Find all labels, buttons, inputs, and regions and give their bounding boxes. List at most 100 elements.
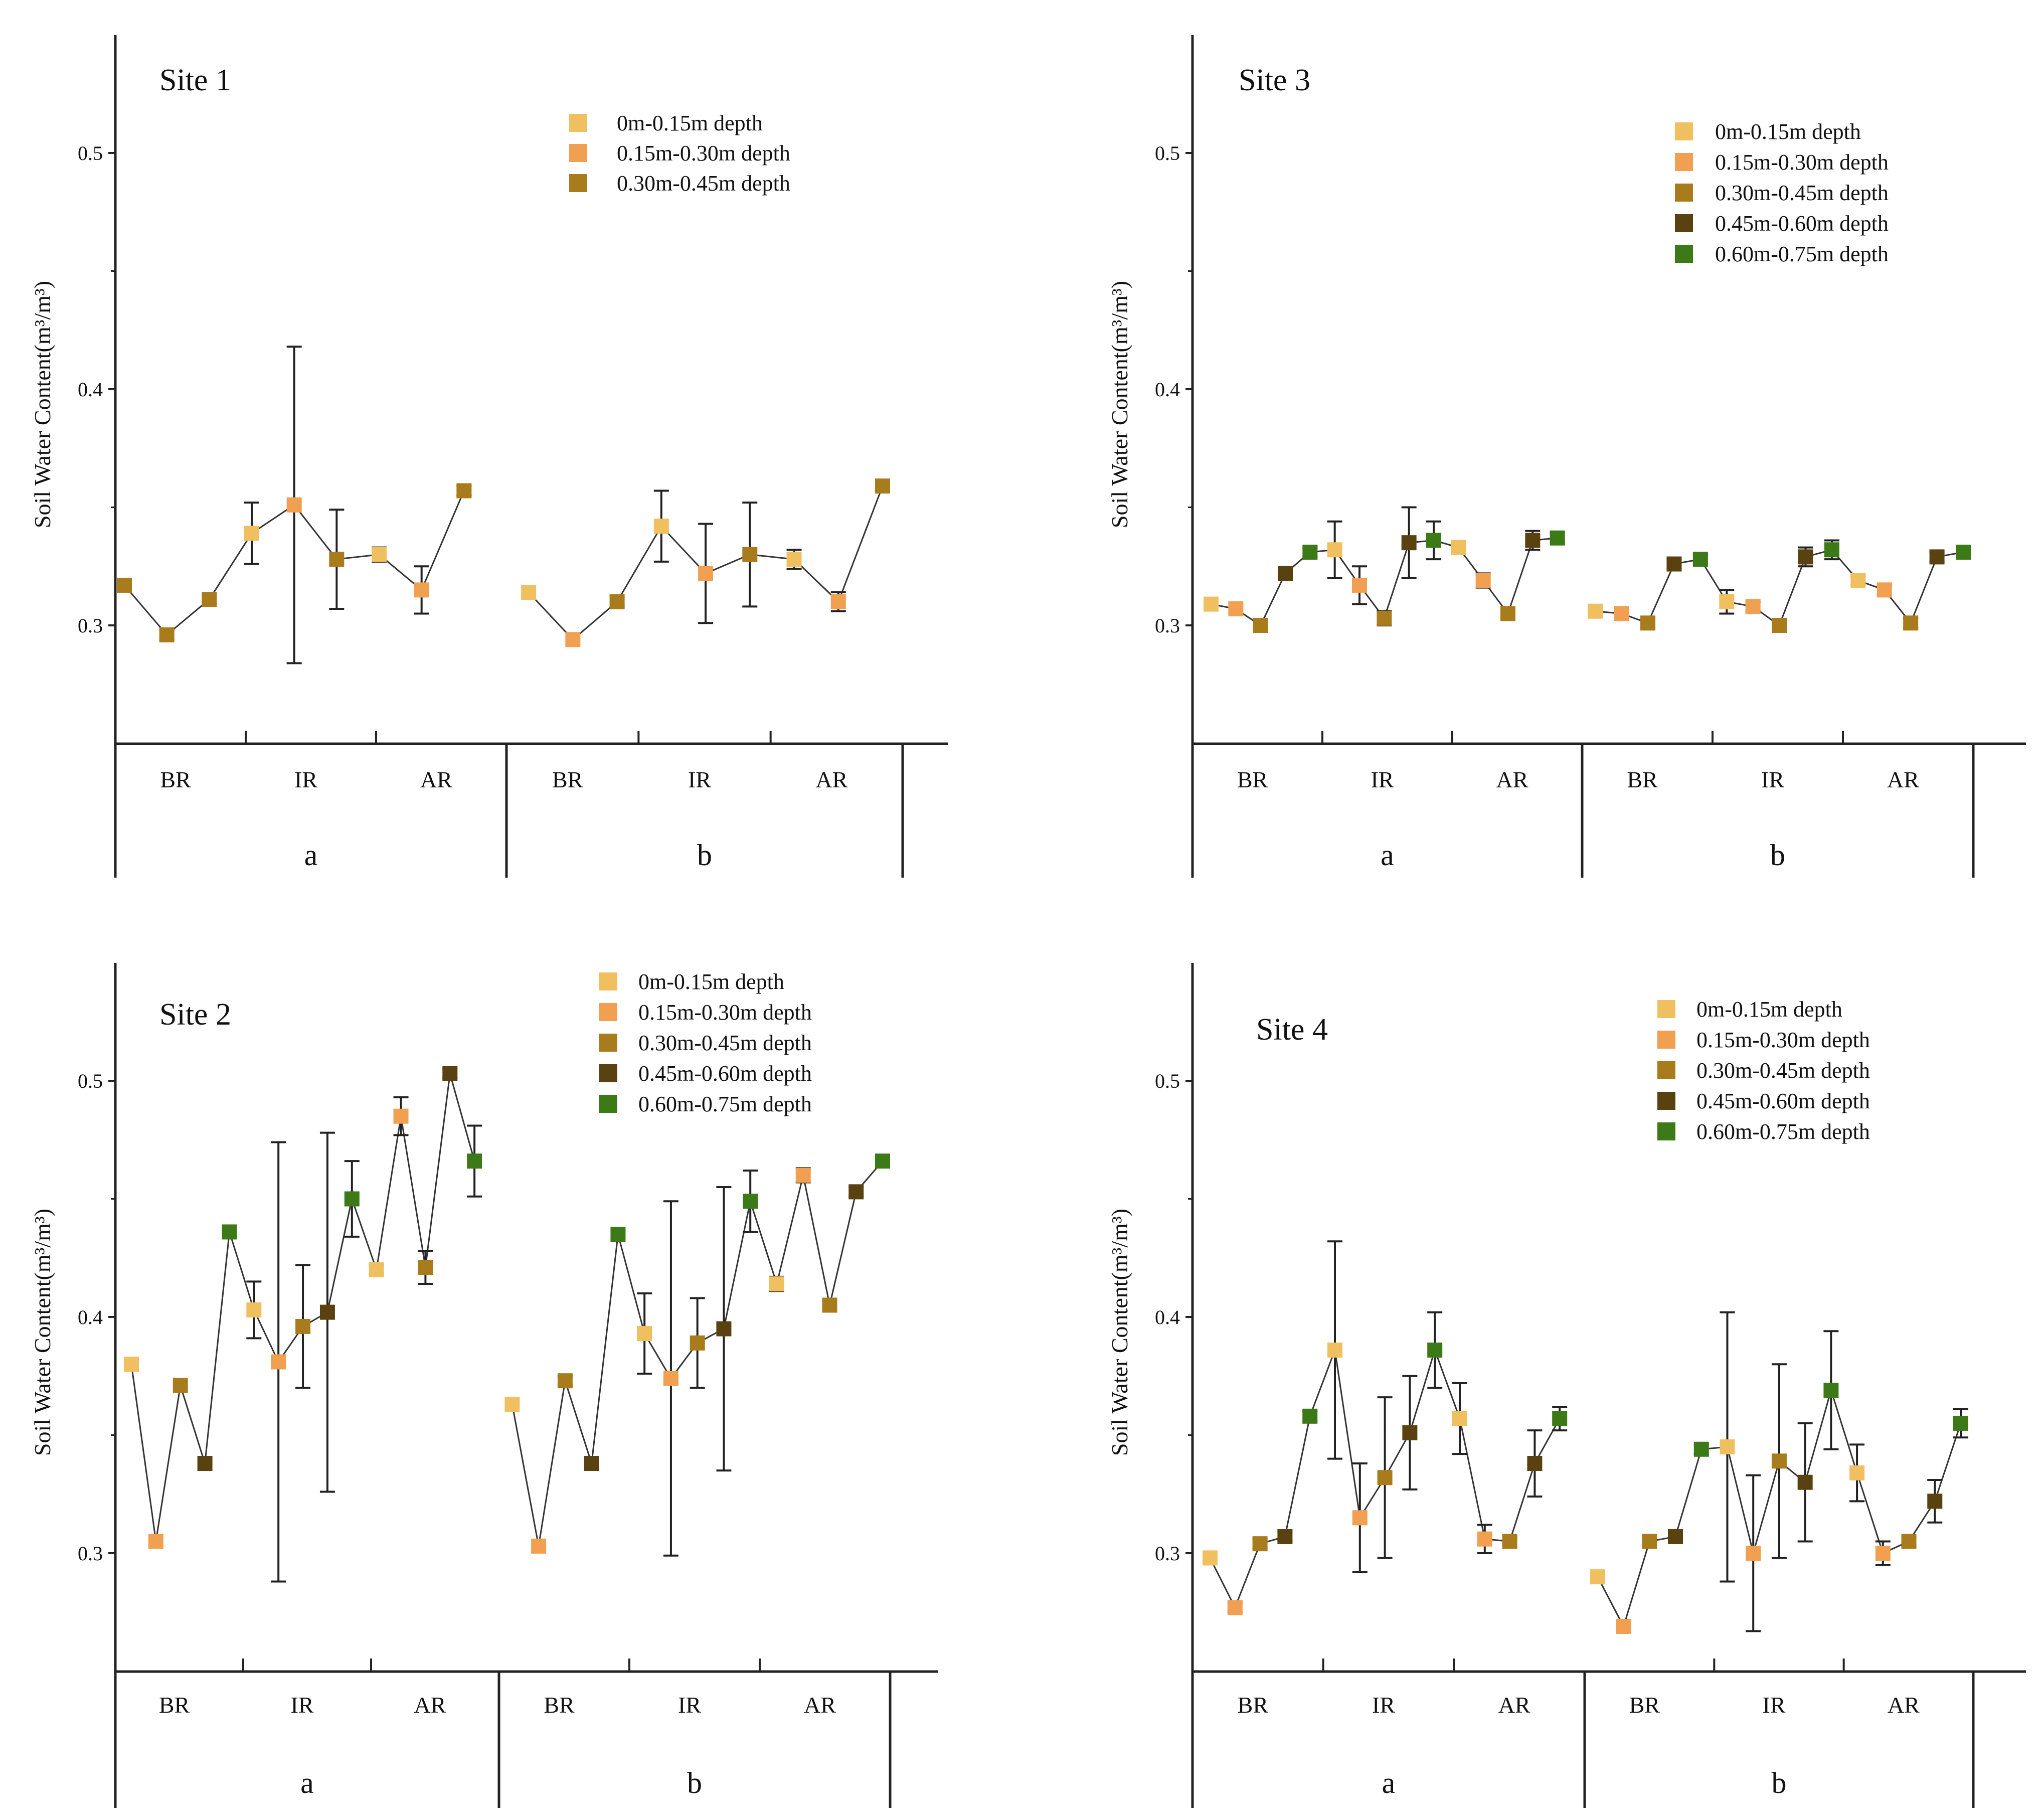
chart-panel-3: 0.3 0.4 0.5 Soil Water Content(m³/m³) BR IR AR… — [30, 963, 938, 1808]
data-point — [1953, 1415, 1968, 1431]
data-point — [1590, 1569, 1605, 1585]
data-point — [393, 1108, 409, 1124]
group-label: BR — [1237, 767, 1268, 792]
y-tick-label: 0.5 — [1155, 1070, 1180, 1092]
data-point — [148, 1534, 163, 1549]
data-point — [557, 1373, 573, 1389]
legend-label: 0.30m-0.45m depth — [1696, 1058, 1870, 1083]
legend-label: 0.30m-0.45m depth — [617, 171, 790, 196]
data-point — [1745, 599, 1761, 614]
legend-label: 0.45m-0.60m depth — [1715, 211, 1889, 236]
legend-label: 0m-0.15m depth — [1696, 997, 1842, 1022]
group-label: IR — [688, 767, 711, 792]
data-point — [1203, 1550, 1218, 1566]
y-axis-label: Soil Water Content(m³/m³) — [30, 1209, 55, 1456]
data-point — [1616, 1619, 1631, 1634]
chart-panel-1: 0.3 0.4 0.5 Soil Water Content(m³/m³) BR IR AR… — [30, 35, 948, 878]
legend-label: 0.60m-0.75m depth — [1715, 242, 1889, 266]
legend-label: 0.30m-0.45m depth — [638, 1031, 812, 1055]
group-label: BR — [552, 767, 583, 792]
legend-label: 0.15m-0.30m depth — [617, 141, 790, 166]
data-point — [329, 552, 345, 567]
data-point — [1927, 1494, 1943, 1509]
data-point — [202, 592, 217, 607]
data-point — [1452, 1411, 1467, 1426]
data-point — [1614, 606, 1629, 621]
data-point — [124, 1357, 139, 1372]
legend-swatch — [1657, 1031, 1675, 1049]
data-point — [1302, 544, 1318, 560]
data-point — [1352, 577, 1367, 593]
y-axis-label: Soil Water Content(m³/m³) — [1107, 281, 1132, 528]
data-point — [1502, 1534, 1517, 1549]
data-point — [1426, 533, 1441, 548]
legend-swatch — [1675, 214, 1693, 232]
group-label: BR — [1629, 1692, 1660, 1718]
data-point — [1302, 1408, 1318, 1424]
legend-label: 0.15m-0.30m depth — [638, 1000, 812, 1025]
data-point — [786, 552, 802, 567]
legend-swatch — [599, 1064, 617, 1082]
y-tick-label: 0.5 — [78, 142, 103, 164]
data-point — [1278, 566, 1293, 581]
data-point — [1640, 615, 1656, 631]
data-point — [197, 1456, 213, 1471]
group-label: BR — [159, 1692, 190, 1718]
data-point — [848, 1184, 864, 1200]
data-point — [1668, 1529, 1683, 1545]
data-point — [610, 1227, 626, 1242]
legend-swatch — [569, 174, 587, 192]
legend-swatch — [1657, 1000, 1675, 1018]
data-point — [1693, 1441, 1709, 1457]
data-point — [1401, 535, 1417, 551]
data-point — [584, 1456, 599, 1471]
data-point — [369, 1262, 384, 1277]
data-point — [1956, 544, 1971, 560]
data-point — [117, 577, 132, 593]
group-label: BR — [544, 1692, 575, 1718]
data-point — [1352, 1510, 1368, 1526]
data-point — [1477, 1531, 1492, 1547]
legend-label: 0.15m-0.30m depth — [1696, 1028, 1870, 1052]
data-point — [875, 1153, 890, 1169]
data-point — [663, 1371, 678, 1386]
data-point — [1719, 594, 1735, 609]
legend-swatch — [1657, 1122, 1675, 1140]
data-point — [653, 519, 669, 534]
data-point — [414, 582, 429, 598]
data-point — [1666, 556, 1682, 572]
y-tick-label: 0.3 — [1155, 1542, 1180, 1565]
data-point — [1500, 606, 1515, 621]
data-point — [521, 585, 537, 600]
data-point — [1588, 603, 1603, 619]
legend-swatch — [1675, 245, 1693, 263]
group-label: IR — [291, 1692, 314, 1718]
legend-swatch — [1675, 122, 1693, 140]
data-point — [222, 1224, 237, 1240]
y-tick-label: 0.4 — [78, 1306, 103, 1329]
data-point — [1720, 1439, 1735, 1455]
data-point — [1277, 1529, 1293, 1545]
data-point — [504, 1397, 520, 1412]
data-point — [609, 594, 625, 609]
legend-label: 0.30m-0.45m depth — [1715, 181, 1889, 205]
legend-swatch — [599, 1095, 617, 1113]
data-point — [1427, 1342, 1443, 1358]
data-point — [1824, 542, 1839, 558]
data-point — [372, 547, 387, 562]
group-label: IR — [1372, 1692, 1395, 1718]
data-point — [286, 497, 302, 513]
data-point — [1327, 542, 1342, 558]
legend-swatch — [1675, 184, 1693, 202]
data-point — [1377, 1470, 1393, 1485]
legend-swatch — [599, 972, 617, 990]
group-label: BR — [1627, 767, 1658, 792]
data-point — [246, 1302, 262, 1317]
y-tick-label: 0.5 — [78, 1070, 103, 1092]
group-label: BR — [160, 767, 191, 792]
section-label: b — [697, 839, 712, 872]
group-label: BR — [1238, 1692, 1269, 1718]
data-point — [159, 627, 175, 642]
chart-title: Site 1 — [159, 63, 231, 97]
legend-label: 0.45m-0.60m depth — [1696, 1089, 1870, 1113]
